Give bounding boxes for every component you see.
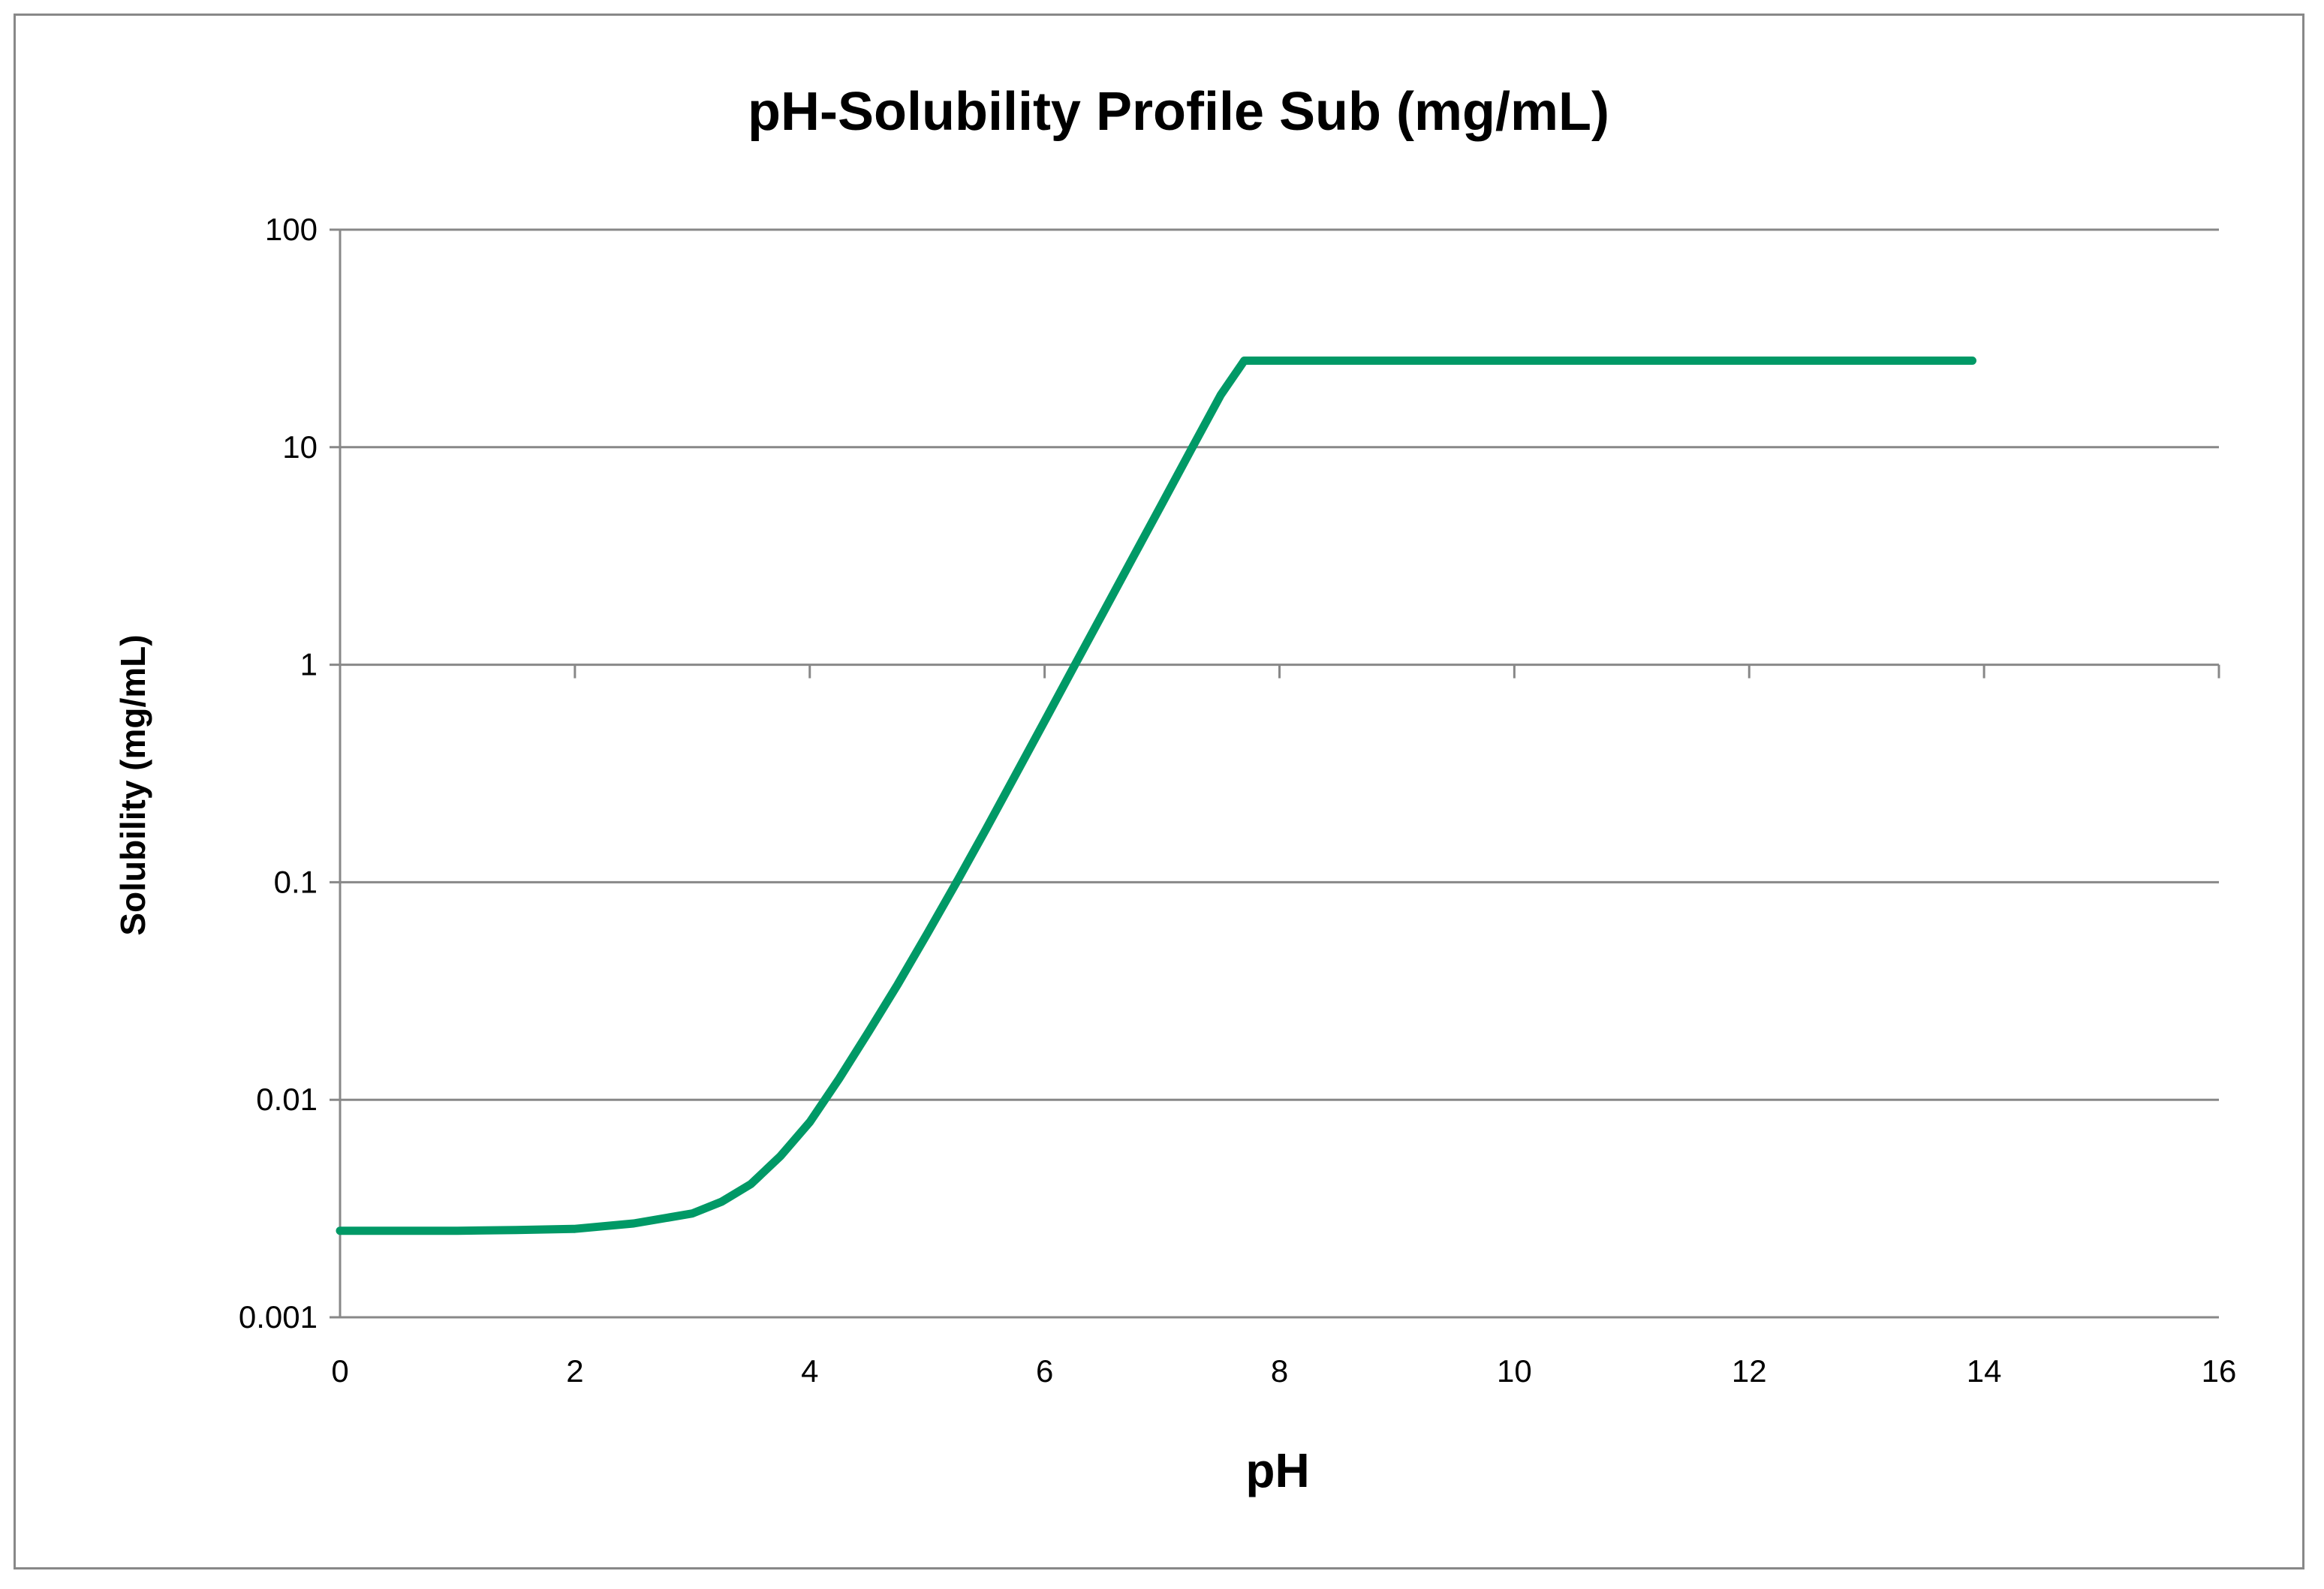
y-tick-label: 1	[300, 647, 318, 682]
data-point	[456, 1230, 458, 1232]
data-point	[1748, 360, 1750, 361]
data-point	[926, 933, 928, 934]
data-point	[1132, 557, 1133, 558]
data-point	[1103, 612, 1104, 613]
x-tick-labels: 0 2 4 6 8 10 12 14 16	[331, 1353, 2236, 1389]
data-point	[721, 1201, 722, 1202]
y-tick-label: 100	[265, 212, 318, 247]
series-line	[336, 357, 1976, 1235]
data-point	[751, 1183, 752, 1184]
x-tick-label: 8	[1271, 1353, 1288, 1389]
series-layer	[336, 357, 1976, 1235]
data-point	[897, 983, 899, 985]
data-point	[633, 1223, 634, 1224]
data-point	[1279, 360, 1281, 361]
chart-frame: pH-Solubility Profile Sub (mg/mL) 0.001 0…	[14, 14, 2304, 1569]
x-tick-label: 6	[1036, 1353, 1053, 1389]
x-axis-title: pH	[1245, 1443, 1309, 1497]
data-point	[1073, 666, 1075, 667]
grid-layer	[330, 228, 2219, 1319]
data-point	[1396, 360, 1398, 361]
x-tick-label: 10	[1497, 1353, 1532, 1389]
data-point	[1191, 448, 1192, 450]
x-tick-label: 4	[801, 1353, 818, 1389]
data-point	[574, 1228, 576, 1229]
data-point	[398, 1230, 399, 1232]
data-point	[1015, 775, 1016, 776]
y-tick-labels: 0.001 0.01 0.1 1 10 100	[239, 212, 318, 1335]
y-tick-label: 0.01	[256, 1082, 318, 1117]
data-point	[516, 1229, 517, 1231]
chart-svg: pH-Solubility Profile Sub (mg/mL) 0.0010…	[113, 82, 2236, 1497]
y-tick-label: 0.1	[274, 864, 318, 899]
chart-title: pH-Solubility Profile Sub (mg/mL)	[748, 82, 1609, 142]
data-point	[985, 829, 986, 830]
data-point	[780, 1155, 781, 1157]
x-tick-label: 2	[566, 1353, 583, 1389]
data-point	[1971, 360, 1973, 361]
data-point	[1220, 394, 1221, 396]
y-tick-label: 10	[282, 429, 318, 465]
axis-layer	[339, 230, 2220, 1317]
x-tick-label: 16	[2202, 1353, 2237, 1389]
y-tick-label: 0.001	[239, 1299, 318, 1335]
data-point	[1631, 360, 1633, 361]
data-point	[1044, 721, 1046, 722]
data-point	[1161, 503, 1163, 504]
data-point	[339, 1230, 341, 1232]
data-point	[956, 881, 957, 883]
x-tick-label: 12	[1732, 1353, 1767, 1389]
data-point	[691, 1213, 693, 1214]
y-axis-title: Solubility (mg/mL)	[113, 634, 152, 935]
x-tick-label: 0	[331, 1353, 348, 1389]
data-point	[838, 1078, 840, 1079]
data-point	[809, 1121, 811, 1123]
data-point	[1513, 360, 1515, 361]
x-tick-label: 14	[1967, 1353, 2002, 1389]
data-point	[868, 1031, 869, 1033]
data-point	[1244, 360, 1245, 361]
data-point	[1866, 360, 1868, 361]
